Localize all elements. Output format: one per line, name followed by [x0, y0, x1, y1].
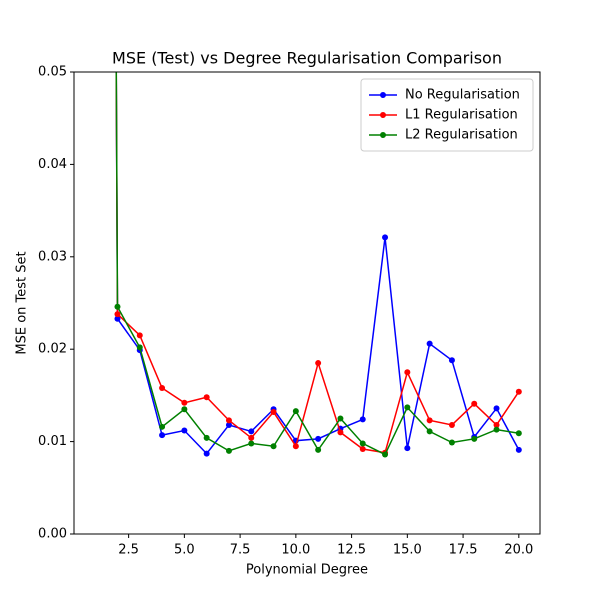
- data-point: [225, 417, 232, 424]
- data-point: [248, 434, 255, 441]
- y-tick-label: 0.02: [38, 342, 67, 357]
- data-point: [315, 435, 322, 442]
- data-point: [225, 447, 232, 454]
- x-tick-label: 17.5: [449, 543, 478, 558]
- x-tick-label: 7.5: [230, 543, 251, 558]
- data-point: [181, 406, 188, 413]
- data-point: [448, 421, 455, 428]
- y-tick-label: 0.05: [38, 65, 67, 80]
- legend-label: L1 Regularisation: [405, 108, 518, 123]
- data-point: [181, 427, 188, 434]
- x-tick-label: 20.0: [504, 543, 533, 558]
- data-point: [292, 408, 299, 415]
- data-point: [404, 369, 411, 376]
- data-point: [203, 394, 210, 401]
- data-point: [203, 434, 210, 441]
- x-tick-label: 2.5: [118, 543, 139, 558]
- legend-label: L2 Regularisation: [405, 128, 518, 143]
- data-point: [471, 435, 478, 442]
- x-tick-label: 15.0: [393, 543, 422, 558]
- data-point: [270, 409, 277, 416]
- y-tick-label: 0.01: [38, 434, 67, 449]
- data-point: [136, 332, 143, 339]
- data-point: [159, 385, 166, 392]
- data-point: [114, 311, 121, 318]
- data-point: [159, 432, 166, 439]
- y-tick-label: 0.04: [38, 157, 67, 172]
- series-line: [115, 72, 520, 455]
- series-line: [115, 72, 520, 454]
- axes-frame: [73, 71, 541, 535]
- data-point: [382, 234, 389, 241]
- data-point: [426, 417, 433, 424]
- data-point: [337, 429, 344, 436]
- data-point: [426, 340, 433, 347]
- data-point: [493, 405, 500, 412]
- data-point: [404, 445, 411, 452]
- data-point: [136, 344, 143, 351]
- x-tick-label: 5.0: [174, 543, 195, 558]
- data-point: [114, 315, 121, 322]
- data-point: [248, 440, 255, 447]
- data-point: [515, 430, 522, 437]
- data-point: [181, 399, 188, 406]
- plot-area: [114, 72, 522, 458]
- x-tick-label: 10.0: [281, 543, 310, 558]
- x-axis-label: Polynomial Degree: [246, 563, 368, 578]
- data-point: [515, 388, 522, 395]
- data-point: [359, 440, 366, 447]
- data-point: [114, 303, 121, 310]
- legend-marker: [380, 132, 386, 138]
- data-point: [493, 426, 500, 433]
- legend-box: [360, 78, 534, 152]
- data-point: [448, 439, 455, 446]
- chart-title: MSE (Test) vs Degree Regularisation Comp…: [112, 49, 502, 68]
- data-point: [225, 421, 232, 428]
- x-tick-label: 12.5: [337, 543, 366, 558]
- y-tick-label: 0.00: [38, 527, 67, 542]
- data-point: [292, 443, 299, 450]
- data-point: [515, 446, 522, 453]
- data-point: [315, 446, 322, 453]
- legend-marker: [380, 112, 386, 118]
- data-point: [337, 415, 344, 422]
- data-point: [382, 451, 389, 458]
- data-point: [203, 450, 210, 457]
- data-point: [359, 416, 366, 423]
- data-point: [404, 404, 411, 411]
- legend-marker: [380, 92, 386, 98]
- legend-label: No Regularisation: [405, 88, 520, 103]
- data-point: [315, 360, 322, 367]
- data-point: [493, 421, 500, 428]
- data-point: [426, 428, 433, 435]
- data-point: [471, 400, 478, 407]
- series-line: [115, 72, 519, 456]
- y-tick-label: 0.03: [38, 249, 67, 264]
- y-axis-label: MSE on Test Set: [15, 251, 30, 354]
- data-point: [248, 428, 255, 435]
- data-point: [159, 423, 166, 430]
- data-point: [270, 443, 277, 450]
- data-point: [448, 357, 455, 364]
- data-point: [359, 445, 366, 452]
